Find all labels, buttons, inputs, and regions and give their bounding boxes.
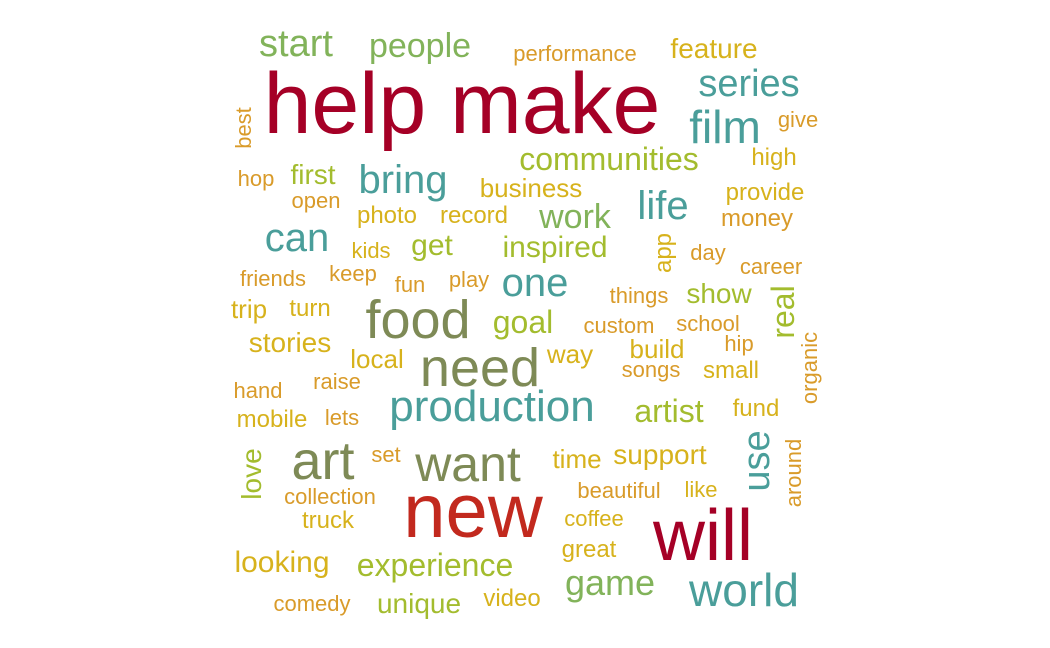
word-want: want [415, 436, 521, 492]
word-art: art [291, 431, 355, 491]
word-local: local [350, 344, 404, 374]
word-love: love [236, 448, 267, 500]
word-around: around [781, 438, 806, 508]
word-turn: turn [289, 295, 331, 322]
word-raise: raise [313, 369, 361, 394]
word-will: will [653, 496, 753, 576]
word-songs: songs [621, 357, 681, 382]
word-small: small [702, 357, 760, 384]
word-one: one [501, 261, 569, 305]
word-help-make: help make [263, 56, 661, 152]
word-open: open [291, 188, 341, 213]
word-can: can [264, 216, 330, 260]
word-coffee: coffee [564, 506, 624, 531]
word-build: build [629, 334, 685, 364]
word-series: series [698, 63, 800, 105]
word-photo: photo [356, 202, 418, 229]
word-set: set [371, 442, 401, 467]
word-unique: unique [376, 588, 462, 619]
word-video: video [483, 585, 541, 612]
word-goal: goal [492, 304, 554, 340]
word-looking: looking [234, 546, 330, 579]
word-stories: stories [248, 327, 332, 358]
word-trip: trip [230, 294, 268, 324]
word-communities: communities [519, 141, 699, 177]
word-kids: kids [351, 238, 391, 263]
word-start: start [259, 23, 333, 65]
word-give: give [777, 107, 819, 132]
word-time: time [552, 444, 602, 474]
word-bring: bring [358, 158, 448, 202]
word-organic: organic [797, 331, 822, 405]
word-food: food [365, 290, 471, 350]
word-production: production [389, 382, 595, 431]
word-work: work [539, 198, 611, 236]
word-fund: fund [732, 395, 780, 422]
word-things: things [609, 283, 669, 308]
word-support: support [613, 439, 707, 470]
word-school: school [676, 311, 740, 336]
word-world: world [689, 564, 799, 616]
word-like: like [684, 477, 718, 502]
word-performance: performance [513, 41, 637, 66]
word-money: money [720, 205, 794, 232]
word-use: use [736, 430, 778, 492]
word-day: day [690, 240, 726, 265]
word-get: get [411, 229, 453, 262]
word-keep: keep [329, 261, 377, 286]
word-high: high [751, 144, 797, 171]
word-mobile: mobile [236, 406, 308, 433]
word-collection: collection [284, 484, 376, 509]
word-play: play [448, 267, 490, 292]
word-film: film [689, 101, 761, 153]
word-life: life [637, 184, 689, 228]
word-hop: hop [237, 166, 275, 191]
word-custom: custom [583, 313, 655, 338]
word-career: career [739, 254, 803, 279]
word-game: game [564, 562, 656, 603]
word-lets: lets [324, 405, 360, 430]
word-great: great [561, 536, 617, 563]
word-app: app [650, 232, 677, 274]
word-experience: experience [356, 547, 514, 583]
word-friends: friends [239, 266, 307, 291]
word-inspired: inspired [502, 231, 608, 264]
word-show: show [686, 278, 752, 309]
word-way: way [546, 339, 594, 369]
word-real: real [765, 285, 801, 339]
word-first: first [290, 159, 336, 190]
word-new: new [403, 469, 543, 554]
word-provide: provide [725, 179, 805, 206]
word-fun: fun [394, 272, 426, 297]
word-hip: hip [724, 331, 754, 356]
word-hand: hand [233, 378, 283, 403]
word-feature: feature [670, 33, 758, 64]
word-beautiful: beautiful [577, 478, 661, 503]
word-need: need [419, 338, 541, 398]
word-people: people [368, 27, 472, 65]
word-comedy: comedy [273, 591, 351, 616]
word-best: best [231, 107, 256, 149]
word-truck: truck [301, 507, 355, 534]
word-record: record [439, 202, 509, 229]
word-business: business [479, 173, 583, 203]
word-artist: artist [634, 393, 704, 429]
